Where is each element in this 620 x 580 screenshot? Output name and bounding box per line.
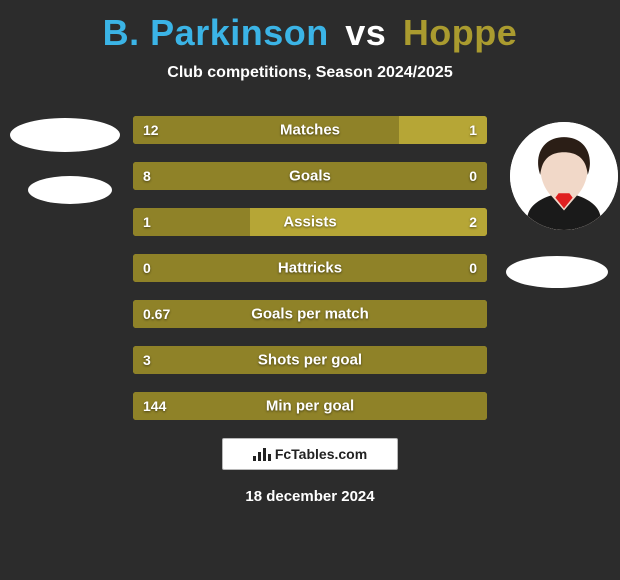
stat-row: 1 2 Assists xyxy=(133,208,487,236)
stat-row: 3 Shots per goal xyxy=(133,346,487,374)
stat-bars: 121Matches80Goals12Assists00Hattricks0.6… xyxy=(133,116,487,420)
stat-left-value: 8 xyxy=(143,168,151,184)
stat-left-value: 0.67 xyxy=(143,306,170,322)
stat-label: Assists xyxy=(283,214,336,231)
stat-left-value: 12 xyxy=(143,122,159,138)
chart-icon xyxy=(253,447,271,461)
stat-right-value: 1 xyxy=(469,122,477,138)
stat-label: Min per goal xyxy=(266,398,354,415)
player1-name: B. Parkinson xyxy=(103,12,329,53)
stat-label: Hattricks xyxy=(278,260,342,277)
stat-row: 12 1 Matches xyxy=(133,116,487,144)
comparison-card: B. Parkinson vs Hoppe Club competitions,… xyxy=(0,0,620,580)
player1-avatar-placeholder xyxy=(10,118,120,152)
stat-row: 0 0 Hattricks xyxy=(133,254,487,282)
stat-label: Goals xyxy=(289,168,331,185)
page-title: B. Parkinson vs Hoppe xyxy=(0,12,620,54)
avatar-icon xyxy=(510,122,618,230)
stat-row: 8 0 Goals xyxy=(133,162,487,190)
stat-left-value: 3 xyxy=(143,352,151,368)
brand-badge: FcTables.com xyxy=(222,438,398,470)
stat-label: Goals per match xyxy=(251,306,369,323)
stat-left-fill xyxy=(133,116,399,144)
stat-left-value: 144 xyxy=(143,398,166,414)
stat-row: 0.67 Goals per match xyxy=(133,300,487,328)
player2-badge-placeholder xyxy=(506,256,608,288)
stat-left-value: 0 xyxy=(143,260,151,276)
stat-right-value: 0 xyxy=(469,260,477,276)
player2-name: Hoppe xyxy=(403,12,518,53)
stat-left-value: 1 xyxy=(143,214,151,230)
stat-right-value: 2 xyxy=(469,214,477,230)
stat-label: Matches xyxy=(280,122,340,139)
stat-row: 144 Min per goal xyxy=(133,392,487,420)
stat-label: Shots per goal xyxy=(258,352,362,369)
title-vs: vs xyxy=(345,12,386,53)
brand-text: FcTables.com xyxy=(275,446,367,462)
player1-badge-placeholder xyxy=(28,176,112,204)
stat-right-value: 0 xyxy=(469,168,477,184)
player2-avatar xyxy=(510,122,618,230)
date-text: 18 december 2024 xyxy=(0,488,620,505)
subtitle: Club competitions, Season 2024/2025 xyxy=(0,64,620,82)
